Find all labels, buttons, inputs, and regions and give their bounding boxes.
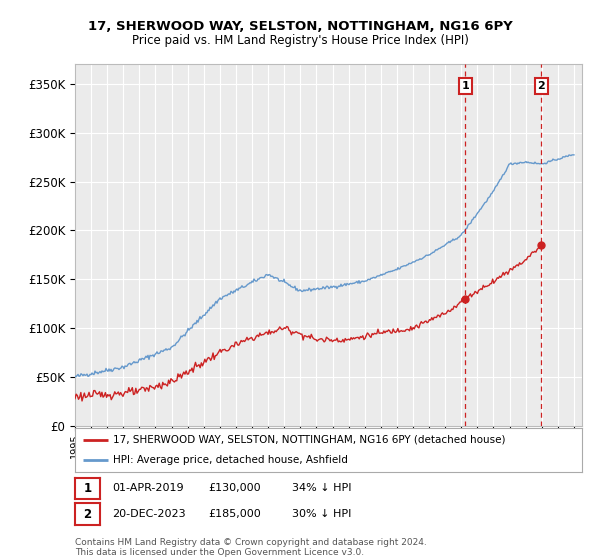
Text: 1: 1 (83, 482, 92, 495)
Text: 17, SHERWOOD WAY, SELSTON, NOTTINGHAM, NG16 6PY: 17, SHERWOOD WAY, SELSTON, NOTTINGHAM, N… (88, 20, 512, 32)
Text: £130,000: £130,000 (208, 483, 261, 493)
Text: 01-APR-2019: 01-APR-2019 (112, 483, 184, 493)
Text: 34% ↓ HPI: 34% ↓ HPI (292, 483, 352, 493)
Text: Price paid vs. HM Land Registry's House Price Index (HPI): Price paid vs. HM Land Registry's House … (131, 34, 469, 46)
Text: 30% ↓ HPI: 30% ↓ HPI (292, 509, 352, 519)
Text: £185,000: £185,000 (208, 509, 261, 519)
Text: 2: 2 (83, 507, 92, 521)
Text: 1: 1 (461, 81, 469, 91)
Text: 2: 2 (538, 81, 545, 91)
Text: 17, SHERWOOD WAY, SELSTON, NOTTINGHAM, NG16 6PY (detached house): 17, SHERWOOD WAY, SELSTON, NOTTINGHAM, N… (113, 435, 506, 445)
Text: HPI: Average price, detached house, Ashfield: HPI: Average price, detached house, Ashf… (113, 455, 348, 465)
Text: 20-DEC-2023: 20-DEC-2023 (112, 509, 186, 519)
Text: Contains HM Land Registry data © Crown copyright and database right 2024.
This d: Contains HM Land Registry data © Crown c… (75, 538, 427, 557)
